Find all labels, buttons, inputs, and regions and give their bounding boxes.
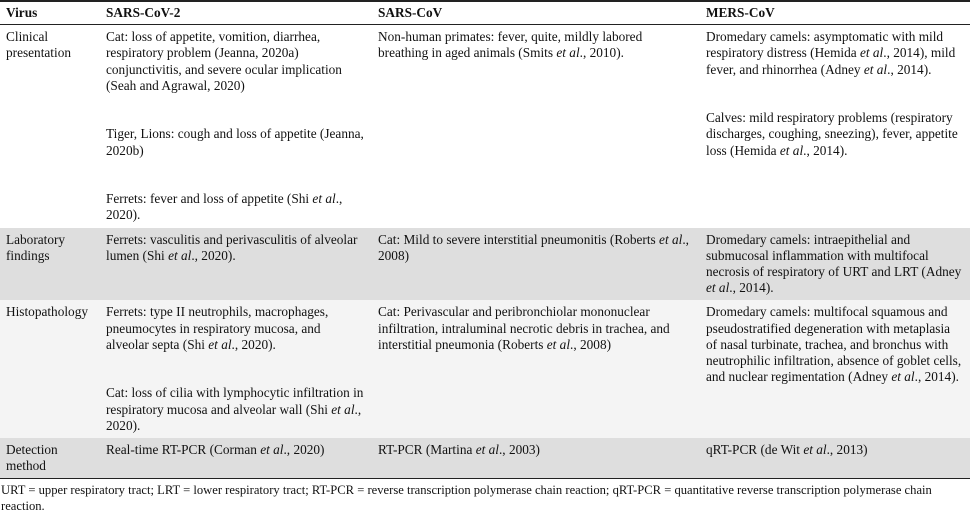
text-segment: Cat: loss of appetite, vomition, diarrhe… [106,29,342,93]
cell-paragraph: Dromedary camels: multifocal squamous an… [706,304,964,385]
text-segment: qRT-PCR (de Wit [706,442,804,458]
cell-paragraph: RT-PCR (Martina et al., 2003) [378,442,694,458]
column-header: SARS-CoV [378,5,443,20]
table-cell: Cat: Mild to severe interstitial pneumon… [372,228,700,301]
italic-text: et al [260,442,284,458]
text-segment: ., 2014). [914,369,959,385]
table-cell: Real-time RT-PCR (Corman et al., 2020) [100,438,372,479]
italic-text: et al [859,45,884,61]
cell-paragraph: Non-human primates: fever, quite, mildly… [378,29,694,61]
column-header: Virus [6,5,38,20]
italic-text: et al [659,231,683,247]
text-segment: Dromedary camels: intraepithelial and su… [706,231,962,280]
italic-text: et al [331,401,355,417]
table-cell: Cat: loss of appetite, vomition, diarrhe… [100,25,372,228]
text-segment: Cat: Mild to severe interstitial pneumon… [378,231,660,247]
cell-paragraph: Calves: mild respiratory problems (respi… [706,110,964,159]
cell-paragraph: Real-time RT-PCR (Corman et al., 2020) [106,442,366,458]
italic-text: et al [168,247,192,263]
italic-text: et al [779,142,804,158]
text-segment: Ferrets: fever and loss of appetite (Shi [106,191,313,207]
table-cell: Non-human primates: fever, quite, mildly… [372,25,700,228]
cell-paragraph: Tiger, Lions: cough and loss of appetite… [106,126,366,158]
column-header: SARS-CoV-2 [106,5,181,20]
table-body: Clinical presentation Cat: loss of appeti… [0,24,970,479]
text-segment: ., 2013) [826,442,868,458]
italic-text: et al [546,336,571,352]
table-cell: Ferrets: type II neutrophils, macrophage… [100,300,372,438]
text-segment: Ferrets: vasculitis and perivasculitis o… [106,231,358,263]
italic-text: et al [312,191,336,207]
row-label: Detection method [6,442,58,474]
text-segment: ., 2008) [378,231,689,263]
italic-text: et al [706,280,730,296]
table-cell: Cat: Perivascular and peribronchiolar mo… [372,300,700,438]
italic-text: et al [556,45,580,61]
text-segment: Calves: mild respiratory problems (respi… [706,110,958,158]
table-footnote: URT = upper respiratory tract; LRT = low… [1,483,932,514]
italic-text: et al [863,61,888,77]
text-segment: Dromedary camels: asymptomatic with mild… [706,29,944,61]
table-header: Virus SARS-CoV-2 SARS-CoV MERS-CoV [0,1,970,25]
text-segment: ., 2020). [191,247,236,263]
table-cell: Dromedary camels: multifocal squamous an… [700,300,970,438]
text-segment: RT-PCR (Martina [378,442,476,458]
cell-paragraph: Cat: Perivascular and peribronchiolar mo… [378,304,694,353]
cell-paragraph: qRT-PCR (de Wit et al., 2013) [706,442,964,458]
text-segment: ., 2014). [729,280,774,296]
cell-paragraph: Cat: loss of appetite, vomition, diarrhe… [106,29,366,94]
row-label: Clinical presentation [6,29,71,61]
column-header: MERS-CoV [706,5,775,20]
table-row: Histopathology Ferrets: type II neutrophi… [0,300,970,439]
cell-paragraph: Ferrets: vasculitis and perivasculitis o… [106,232,366,264]
comparison-table: Virus SARS-CoV-2 SARS-CoV MERS-CoV Clinical… [0,1,970,479]
table-cell: Dromedary camels: intraepithelial and su… [700,228,970,301]
text-segment: Cat: Perivascular and peribronchiolar mo… [378,304,670,352]
text-segment: ., 2020) [283,442,325,458]
cell-paragraph: Dromedary camels: asymptomatic with mild… [706,29,964,78]
row-label: Histopathology [6,304,88,320]
text-segment: ., 2014), mild fever, and rhinorrhea (Ad… [706,45,956,77]
text-segment: Cat: loss of cilia with lymphocytic infi… [106,385,364,417]
italic-text: et al [475,442,499,458]
text-segment: ., 2008) [570,336,612,352]
text-segment: Real-time RT-PCR (Corman [106,442,261,458]
table-cell: Dromedary camels: asymptomatic with mild… [700,25,970,228]
text-segment: ., 2003) [498,442,540,458]
text-segment: ., 2020). [106,401,362,433]
cell-paragraph: Dromedary camels: intraepithelial and su… [706,232,964,297]
text-segment: Tiger, Lions: cough and loss of appetite… [106,126,364,158]
table-row: Clinical presentation Cat: loss of appeti… [0,24,970,228]
table-row: Laboratory findings Ferrets: vasculitis a… [0,227,970,301]
text-segment: Dromedary camels: multifocal squamous an… [706,304,962,385]
table-cell: Ferrets: vasculitis and perivasculitis o… [100,228,372,301]
cell-paragraph: Ferrets: type II neutrophils, macrophage… [106,304,366,353]
table-cell: RT-PCR (Martina et al., 2003) [372,438,700,479]
cell-paragraph: Cat: Mild to severe interstitial pneumon… [378,232,694,264]
row-label: Laboratory findings [6,231,66,263]
italic-text: et al [208,336,232,352]
cell-paragraph: Cat: loss of cilia with lymphocytic infi… [106,385,366,434]
text-segment: Ferrets: type II neutrophils, macrophage… [106,304,329,352]
table-cell: qRT-PCR (de Wit et al., 2013) [700,438,970,479]
cell-paragraph: Ferrets: fever and loss of appetite (Shi… [106,191,366,223]
table-row: Detection method Real-time RT-PCR (Corman… [0,438,970,479]
text-segment: ., 2020). [106,191,343,223]
text-segment: ., 2014). [803,142,848,158]
text-segment: Non-human primates: fever, quite, mildly… [378,29,643,61]
italic-text: et al [891,369,915,385]
text-segment: ., 2010). [579,45,624,61]
italic-text: et al [803,442,827,458]
text-segment: ., 2020). [231,336,276,352]
text-segment: ., 2014). [887,61,932,77]
